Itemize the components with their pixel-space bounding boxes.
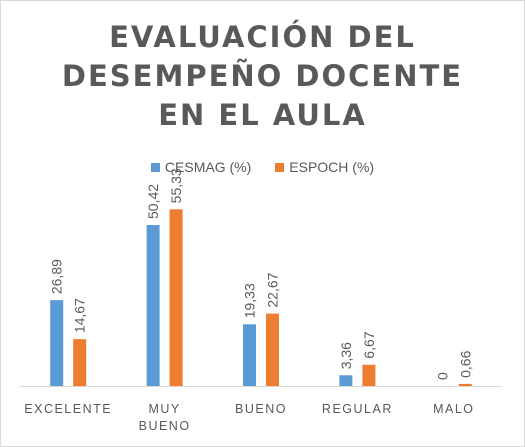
data-label-espoch-4: 0,66 [457,350,473,377]
data-label-cesmag-0: 26,89 [49,259,65,294]
data-label-espoch-0: 14,67 [72,298,88,333]
chart-title-line-2: DESEMPEÑO DOCENTE [61,59,464,93]
x-tick-label-4: MALO [433,402,474,416]
legend-swatch-espoch [275,162,285,172]
legend-swatch-cesmag [150,162,160,172]
data-label-cesmag-3: 3,36 [338,342,354,369]
x-tick-label-0: EXCELENTE [24,402,112,416]
x-tick-label-1-0: MUY [148,402,180,416]
legend-item-espoch: ESPOCH (%) [275,159,374,175]
x-tick-label-1-1: BUENO [139,419,191,433]
bar-espoch-0 [73,339,87,386]
data-label-cesmag-4: 0 [434,372,450,380]
chart-title-line-1: EVALUACIÓN DEL [109,20,416,54]
data-label-cesmag-2: 19,33 [242,283,258,318]
legend-label-espoch: ESPOCH (%) [289,159,375,175]
chart-title-line-3: EN EL AULA [158,98,367,132]
data-label-espoch-2: 22,67 [265,272,281,307]
chart-legend: CESMAG (%) ESPOCH (%) [0,159,525,175]
bar-cesmag-1 [146,225,160,386]
bar-espoch-4 [458,383,472,386]
bar-espoch-1 [169,209,183,386]
chart-title: EVALUACIÓN DEL DESEMPEÑO DOCENTE EN EL A… [0,18,525,135]
legend-label-cesmag: CESMAG (%) [164,159,252,175]
data-label-espoch-3: 6,67 [361,331,377,358]
data-label-cesmag-1: 50,42 [145,184,161,219]
x-tick-label-3: REGULAR [322,402,393,416]
bar-cesmag-0 [50,300,64,386]
bar-cesmag-2 [243,324,256,386]
bar-espoch-3 [362,364,376,386]
x-tick-label-2: BUENO [235,402,287,416]
data-label-espoch-1: 55,33 [168,168,184,203]
bar-espoch-2 [266,313,279,386]
bar-cesmag-3 [339,375,353,386]
legend-item-cesmag: CESMAG (%) [150,159,252,175]
